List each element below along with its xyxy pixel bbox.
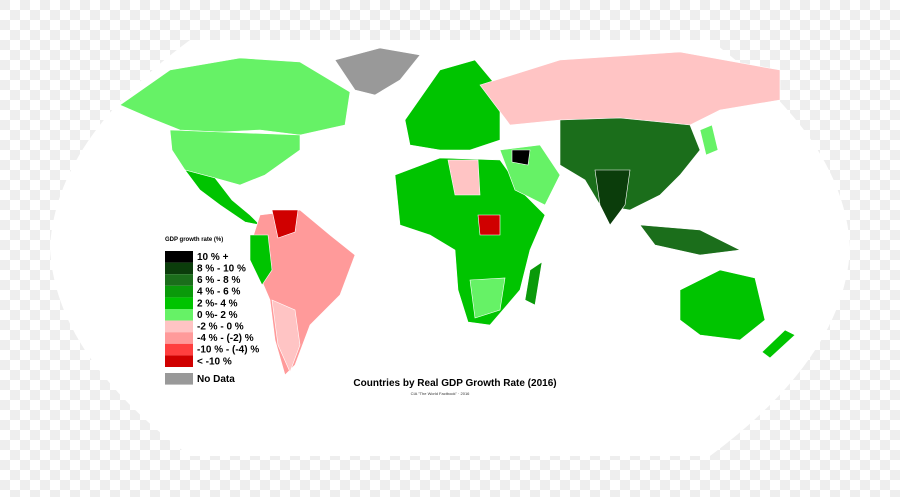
legend-label: < -10 %: [197, 356, 232, 367]
south-sudan: [477, 214, 501, 236]
legend-swatch: [165, 251, 193, 263]
legend-swatch: [165, 262, 193, 275]
map-title: Countries by Real GDP Growth Rate (2016): [353, 378, 556, 389]
australia: [679, 269, 766, 341]
legend: 10 % +8 % - 10 %6 % - 8 %4 % - 6 %2 %- 4…: [165, 251, 259, 385]
argentina: [271, 299, 301, 373]
legend-swatch: [165, 373, 193, 385]
asia: [559, 117, 701, 211]
legend-swatch: [165, 297, 193, 309]
legend-swatch: [165, 343, 193, 356]
libya: [447, 159, 481, 196]
iraq: [511, 149, 531, 166]
legend-label: -4 % - (-2) %: [197, 333, 254, 344]
legend-label: -2 % - 0 %: [197, 322, 244, 333]
legend-swatch: [165, 320, 193, 333]
legend-title: GDP growth rate (%): [165, 237, 223, 243]
madagascar: [524, 261, 543, 306]
legend-swatch: [165, 355, 193, 367]
europe: [404, 59, 501, 151]
africa: [394, 157, 546, 326]
legend-label: 4 % - 6 %: [197, 287, 240, 298]
india: [594, 169, 631, 226]
legend-swatch: [165, 332, 193, 344]
legend-swatch: [165, 285, 193, 298]
andes: [249, 234, 273, 286]
legend-label: 2 %- 4 %: [197, 298, 238, 309]
legend-label: No Data: [197, 374, 235, 385]
landmasses: [119, 47, 796, 376]
venezuela: [271, 209, 299, 239]
usa: [169, 129, 301, 186]
legend-label: 8 % - 10 %: [197, 264, 246, 275]
japan: [699, 124, 719, 156]
new-zealand: [761, 329, 796, 359]
canada: [119, 57, 351, 136]
source-note: CIA "The World Factbook" · 2016: [411, 391, 471, 396]
legend-label: -10 % - (-4) %: [197, 345, 259, 356]
legend-label: 10 % +: [197, 252, 229, 263]
legend-label: 6 % - 8 %: [197, 275, 240, 286]
legend-swatch: [165, 309, 193, 321]
russia: [479, 51, 781, 126]
greenland: [334, 47, 421, 96]
indonesia: [639, 224, 742, 256]
legend-label: 0 %- 2 %: [197, 310, 238, 321]
southern-africa: [469, 277, 506, 319]
legend-swatch: [165, 274, 193, 286]
